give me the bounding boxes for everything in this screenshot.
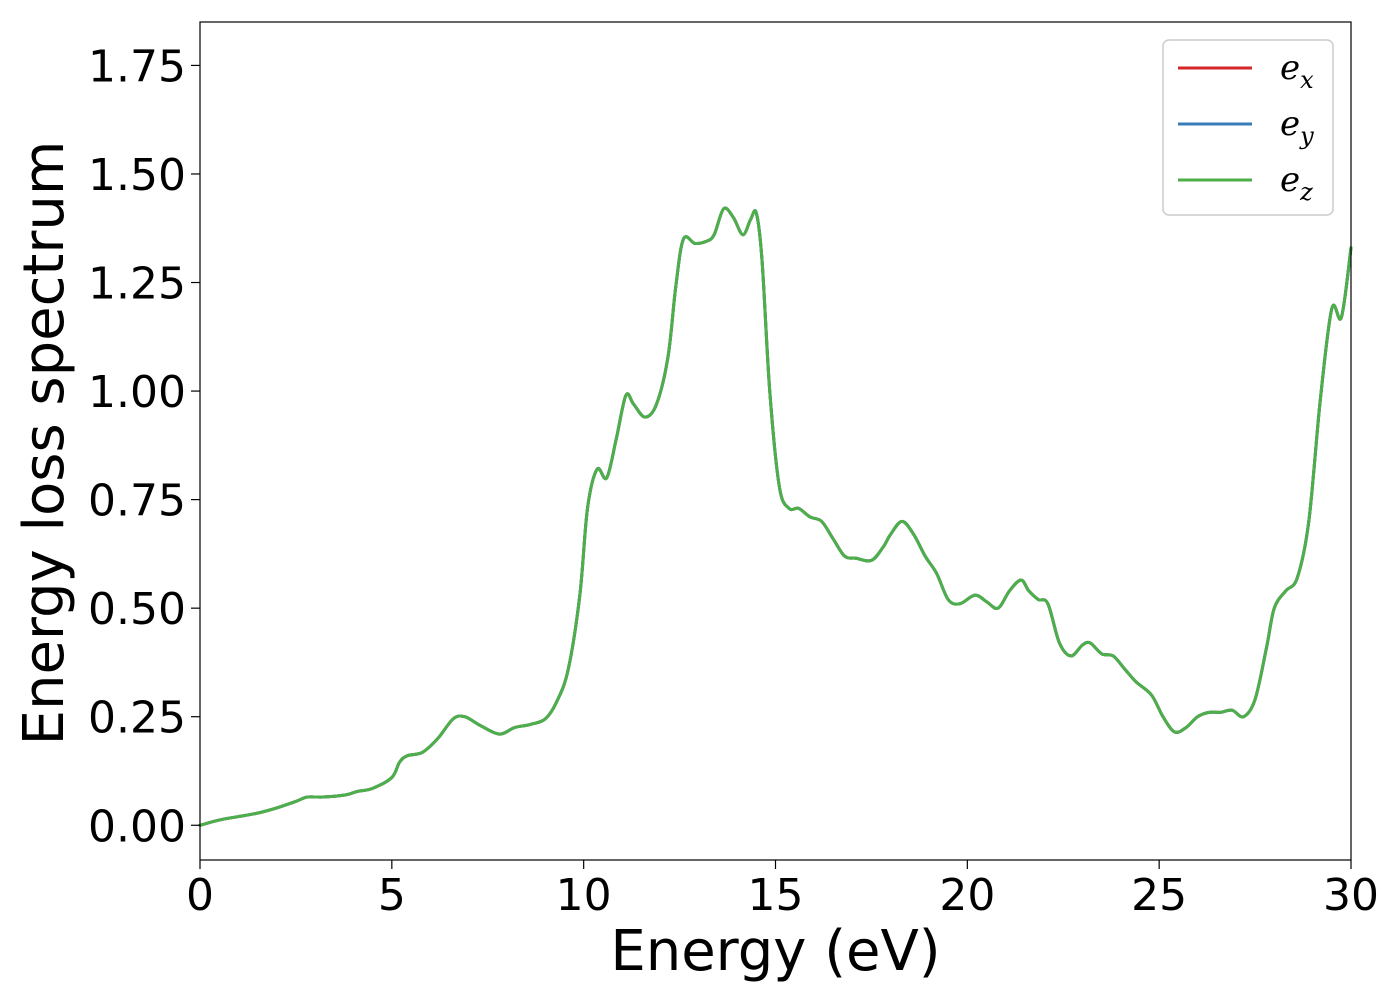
y-tick-label: 0.25	[88, 693, 186, 744]
x-tick-label: 0	[186, 870, 214, 921]
y-axis-ticks: 0.00 0.25 0.50 0.75 1.00 1.25 1.50 1.75	[88, 41, 200, 852]
y-tick-label: 1.75	[88, 41, 186, 92]
x-tick-label: 15	[748, 870, 804, 921]
legend-label-y: ey	[1280, 104, 1314, 150]
y-tick-label: 0.00	[88, 801, 186, 852]
y-tick-label: 1.00	[88, 367, 186, 418]
legend-frame	[1162, 39, 1334, 216]
legend: ex ey ez	[1162, 39, 1334, 216]
x-tick-label: 20	[939, 870, 995, 921]
x-tick-label: 5	[378, 870, 406, 921]
y-axis-label: Energy loss spectrum	[12, 141, 77, 746]
x-tick-label: 25	[1131, 870, 1187, 921]
x-axis-label: Energy (eV)	[610, 919, 940, 984]
y-tick-label: 0.50	[88, 584, 186, 635]
series-layer	[198, 206, 1353, 827]
series-line-z	[198, 206, 1353, 827]
x-tick-label: 30	[1323, 870, 1379, 921]
y-tick-label: 0.75	[88, 476, 186, 527]
y-tick-label: 1.25	[88, 259, 186, 310]
x-tick-label: 10	[556, 870, 612, 921]
legend-label-z: ez	[1280, 160, 1313, 206]
legend-label-x: ex	[1280, 48, 1314, 94]
y-tick-label: 1.50	[88, 150, 186, 201]
x-axis-ticks: 0 5 10 15 20 25 30	[186, 860, 1379, 921]
